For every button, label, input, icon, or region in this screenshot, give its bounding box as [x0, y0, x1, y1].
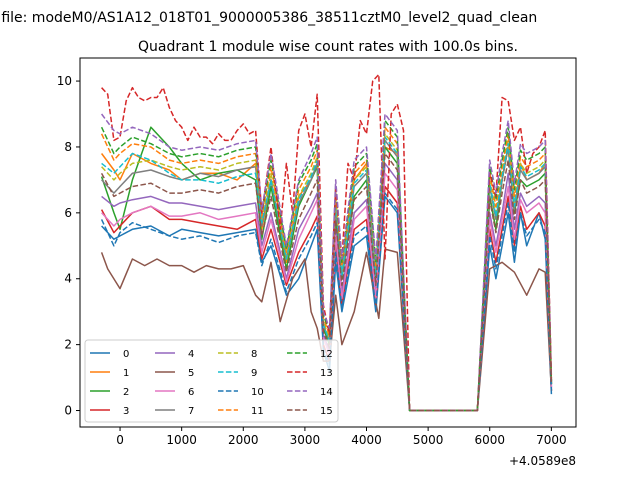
series-layer — [100, 73, 553, 412]
series-line-3 — [100, 185, 553, 412]
series-line-10 — [100, 192, 553, 412]
legend-label-0: 0 — [123, 349, 129, 360]
y-tick-label: 10 — [57, 74, 72, 88]
y-tick-label: 0 — [64, 404, 72, 418]
y-tick-label: 8 — [64, 140, 72, 154]
x-axis: 0 1000 2000 3000 4000 5000 6000 7000 — [116, 427, 567, 447]
x-tick-label: 4000 — [351, 433, 382, 447]
plot-frame — [79, 57, 577, 428]
legend-label-4: 4 — [188, 349, 194, 360]
series-line-12 — [100, 119, 553, 412]
figure-suptitle: n file: modeM0/AS1A12_018T01_9000005386_… — [0, 10, 537, 26]
y-axis: 0 2 4 6 8 10 — [57, 74, 80, 418]
legend-label-1: 1 — [123, 368, 129, 379]
legend-label-10: 10 — [251, 387, 264, 398]
x-tick-label: 7000 — [536, 433, 567, 447]
x-tick-label: 0 — [116, 433, 124, 447]
series-line-15 — [100, 152, 553, 412]
legend-label-6: 6 — [188, 387, 194, 398]
legend-label-13: 13 — [320, 368, 333, 379]
series-line-11 — [100, 126, 553, 412]
series-line-4 — [101, 162, 553, 412]
y-tick-label: 2 — [64, 338, 72, 352]
x-offset-text: +4.0589e8 — [509, 454, 576, 468]
series-line-0 — [101, 195, 553, 412]
legend-frame — [84, 339, 339, 423]
x-tick-label: 2000 — [228, 433, 259, 447]
legend-label-8: 8 — [251, 349, 257, 360]
y-tick-label: 6 — [64, 206, 72, 220]
legend-label-7: 7 — [188, 406, 194, 417]
x-tick-label: 6000 — [474, 433, 505, 447]
x-tick-label: 5000 — [413, 433, 444, 447]
series-line-9 — [101, 136, 553, 412]
legend-label-9: 9 — [251, 368, 257, 379]
legend-label-5: 5 — [188, 368, 194, 379]
legend-label-12: 12 — [320, 349, 333, 360]
legend-label-15: 15 — [320, 406, 333, 417]
x-tick-label: 1000 — [166, 433, 197, 447]
legend-label-11: 11 — [251, 406, 264, 417]
chart-title: Quadrant 1 module wise count rates with … — [138, 39, 518, 55]
legend-label-2: 2 — [123, 387, 129, 398]
legend-label-14: 14 — [320, 387, 333, 398]
legend-label-3: 3 — [123, 406, 129, 417]
series-line-14 — [100, 113, 553, 412]
y-tick-label: 4 — [64, 272, 72, 286]
x-tick-label: 3000 — [290, 433, 321, 447]
series-line-6 — [101, 172, 553, 412]
